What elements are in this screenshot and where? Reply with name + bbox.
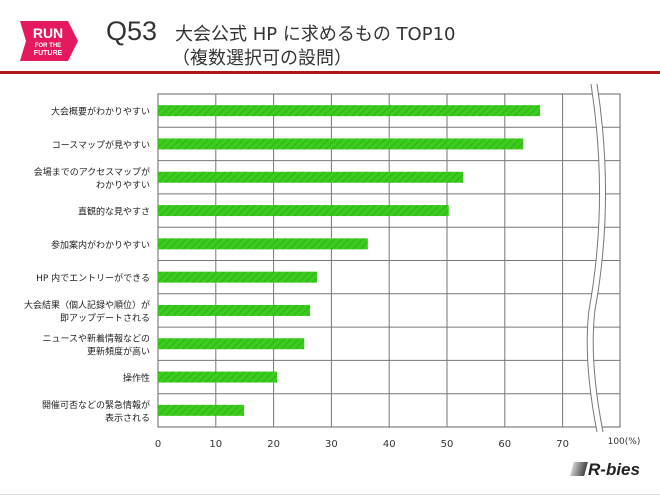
axis-break-line — [586, 83, 600, 433]
axis-break-mask — [587, 83, 606, 433]
svg-text:RUN: RUN — [33, 25, 63, 41]
x-tick-label: 30 — [325, 439, 338, 450]
header-divider — [0, 71, 660, 74]
footer-divider — [0, 494, 660, 495]
page-title: 大会公式 HP に求めるもの TOP10 — [175, 24, 456, 45]
x-tick-label: 0 — [155, 439, 161, 450]
page-subtitle: （複数選択可の設問） — [172, 48, 352, 69]
x-tick-label: 60 — [498, 439, 511, 450]
bar — [158, 304, 311, 316]
bar — [158, 338, 305, 350]
axis-break-line — [592, 83, 606, 433]
category-label: 大会結果（個人記録や順位）が — [24, 299, 150, 311]
category-label: ニュースや新着情報などの — [42, 332, 150, 344]
category-label: 表示される — [105, 412, 150, 424]
bar — [158, 105, 541, 117]
bar — [158, 205, 449, 217]
category-label: 直観的な見やすさ — [78, 206, 150, 218]
bar — [158, 271, 317, 283]
r-bies-logo: R-bies — [570, 460, 640, 480]
question-number: Q53 — [106, 16, 158, 46]
bar — [158, 138, 524, 150]
x-tick-label: 100(%) — [608, 437, 641, 447]
category-label: わかりやすい — [96, 180, 150, 191]
bar — [158, 171, 464, 183]
x-tick-label: 20 — [267, 439, 280, 450]
category-label: 会場までのアクセスマップが — [34, 166, 150, 178]
bar — [158, 238, 368, 250]
bar — [158, 404, 245, 416]
bar — [158, 371, 278, 383]
x-tick-label: 70 — [556, 439, 569, 450]
category-label: 更新頻度が高い — [87, 345, 150, 357]
category-label: 大会概要がわかりやすい — [51, 106, 150, 118]
x-tick-label: 10 — [209, 439, 222, 450]
category-label: コースマップが見やすい — [52, 139, 150, 151]
svg-text:FOR THE: FOR THE — [35, 43, 61, 49]
category-label: 操作性 — [123, 372, 150, 384]
category-label: HP 内でエントリーができる — [36, 272, 150, 284]
category-label: 即アップデートされる — [60, 312, 150, 324]
run-for-the-future-logo: RUN FOR THE FUTURE — [20, 21, 78, 61]
svg-text:FUTURE: FUTURE — [34, 50, 63, 57]
category-label: 参加案内がわかりやすい — [51, 239, 150, 251]
x-tick-label: 50 — [441, 439, 454, 450]
category-label: 開催可否などの緊急情報が — [42, 399, 150, 411]
x-tick-label: 40 — [383, 439, 396, 450]
